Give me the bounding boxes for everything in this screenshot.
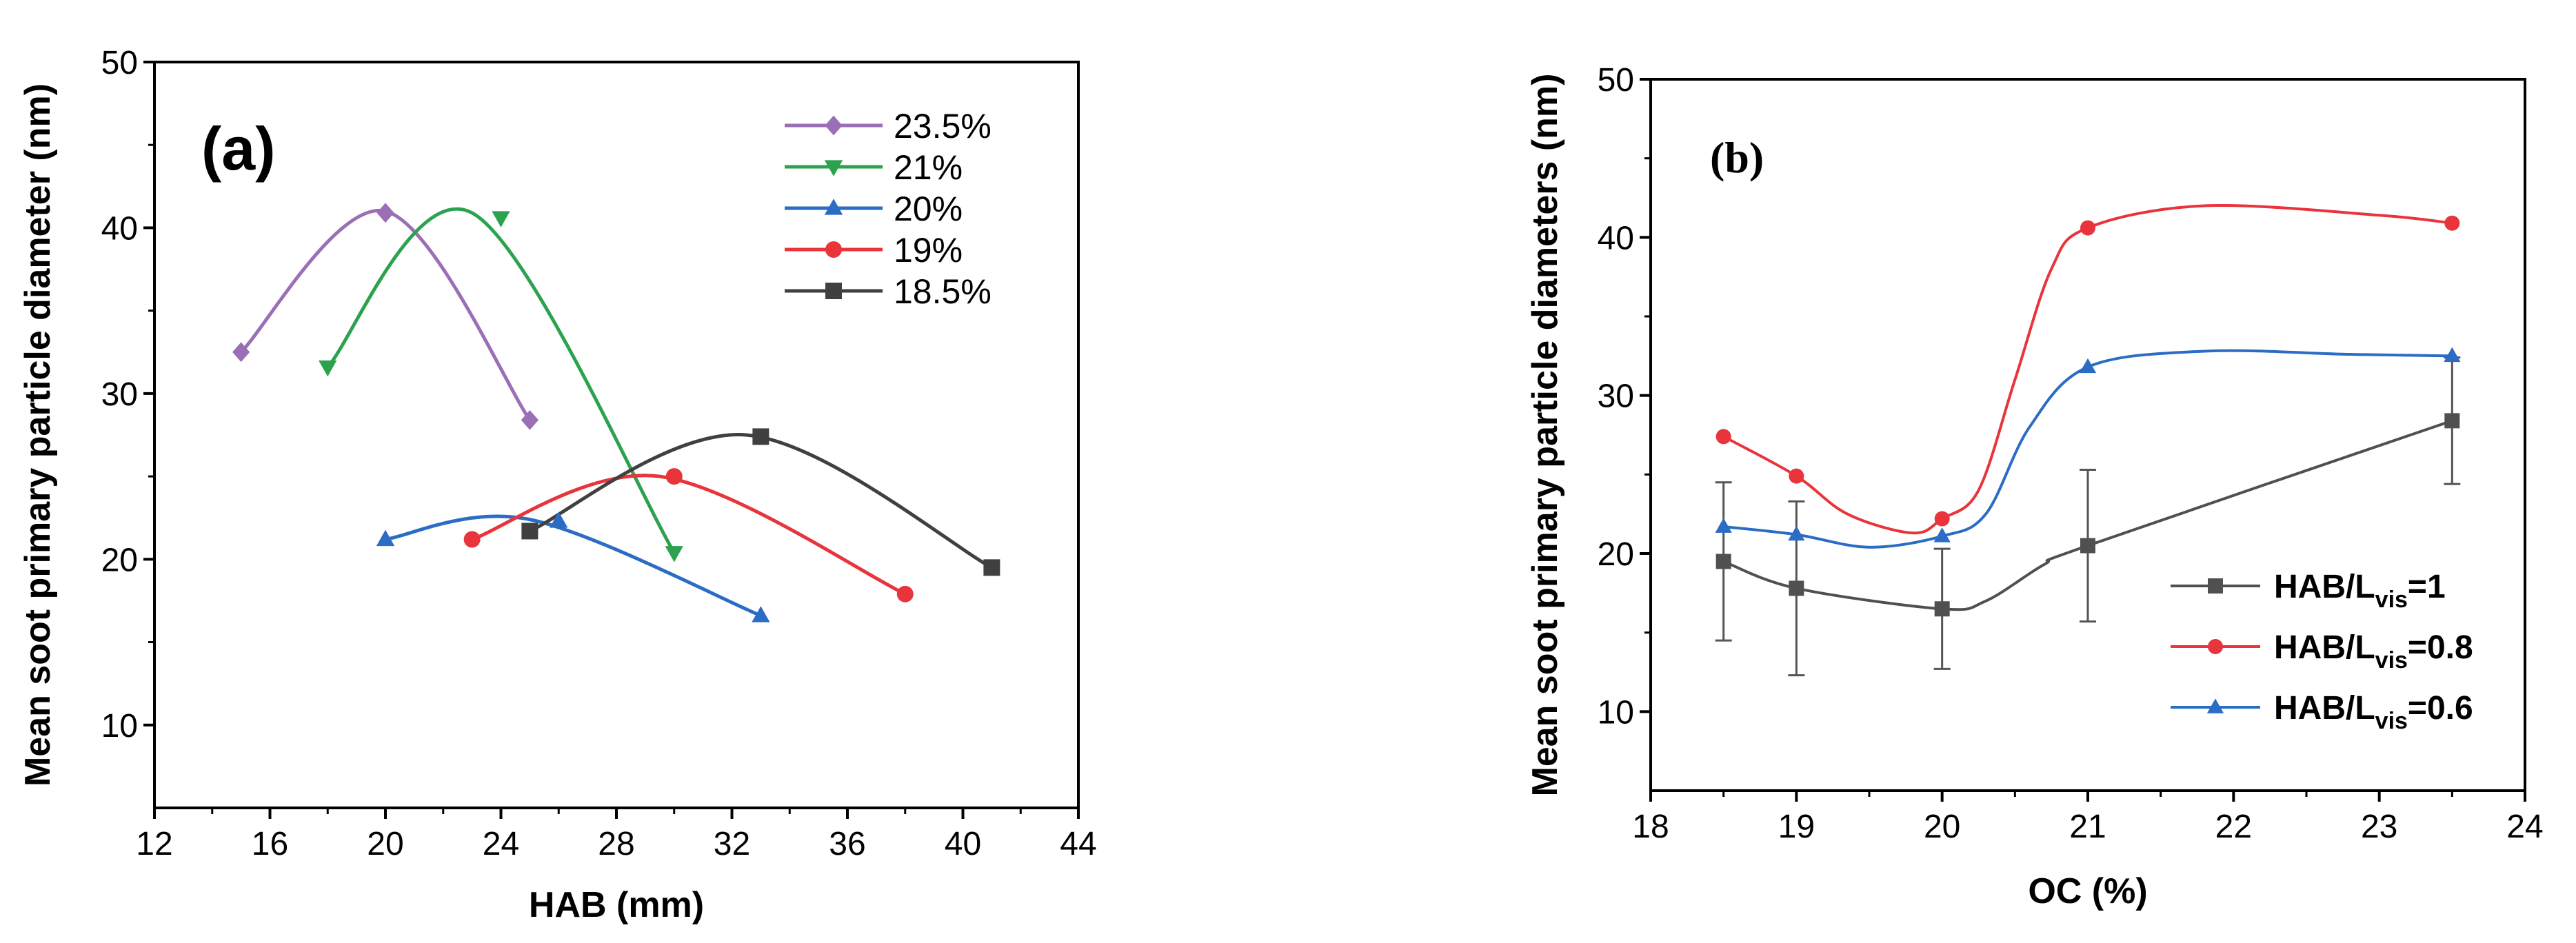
- x-tick-label-a: 36: [829, 826, 865, 862]
- data-point-18-5: [752, 428, 769, 445]
- y-tick-label-a: 40: [101, 210, 138, 247]
- legend-label-23-5: 23.5%: [894, 107, 992, 145]
- legend-label-19: 19%: [894, 231, 963, 270]
- curves-b: [1722, 204, 2453, 611]
- legend-marker-21: [824, 160, 843, 176]
- data-point-23-5: [521, 409, 539, 430]
- data-point-hab-lvis-0-8: [1715, 429, 1731, 445]
- x-tick-label-b: 22: [2215, 809, 2252, 845]
- data-point-hab-lvis-0-6: [1933, 527, 1951, 543]
- y-tick-label-a: 20: [101, 542, 138, 578]
- legend-marker-hab-lvis-1: [2208, 578, 2223, 594]
- y-tick-label-a: 50: [101, 45, 138, 81]
- legend-marker-23-5: [825, 115, 843, 136]
- x-tick-label-a: 28: [598, 826, 634, 862]
- x-tick-label-b: 19: [1778, 809, 1815, 845]
- y-tick-label-b: 30: [1598, 378, 1634, 415]
- data-point-23-5: [232, 342, 250, 363]
- chart-a: (a) HAB (mm) Mean soot primary particle …: [18, 45, 1097, 925]
- y-tick-label-a: 10: [101, 708, 138, 744]
- legend-marker-19: [825, 241, 842, 258]
- x-tick-label-b: 20: [1924, 809, 1960, 845]
- x-tick-label-a: 44: [1060, 826, 1096, 862]
- series-line-hab-lvis-0-6: [1723, 349, 2453, 549]
- y-tick-label-b: 10: [1598, 694, 1634, 731]
- data-point-hab-lvis-0-6: [1788, 525, 1805, 541]
- legend-label-21: 21%: [894, 148, 963, 187]
- data-point-hab-lvis-1: [1934, 601, 1950, 617]
- legend-b: HAB/Lvis=1 HAB/Lvis=0.8 HAB/Lvis=0.6: [2171, 569, 2473, 734]
- data-point-hab-lvis-0-8: [1934, 511, 1950, 527]
- panel-label-b: (b): [1710, 133, 1764, 182]
- series-line-hab-lvis-0-8: [1722, 204, 2453, 535]
- data-point-hab-lvis-0-8: [1789, 468, 1804, 484]
- data-point-hab-lvis-0-8: [2444, 215, 2460, 231]
- legend-label-hab-lvis-1: HAB/Lvis=1: [2274, 569, 2446, 613]
- y-axis-label-b: Mean soot primary particle diameters (nm…: [1525, 74, 1565, 797]
- data-point-23-5: [376, 203, 394, 223]
- axes-b: 18 19 20 21 22 23 24 10 20 30 40 50: [1598, 62, 2544, 845]
- x-tick-label-b: 24: [2506, 809, 2543, 845]
- series-line-23-5: [239, 208, 532, 421]
- data-point-hab-lvis-0-6: [1715, 518, 1732, 533]
- markers-b: [1715, 215, 2461, 617]
- plot-area-b: [1649, 78, 2526, 792]
- data-point-21: [319, 360, 337, 377]
- y-tick-label-a: 30: [101, 376, 138, 413]
- x-tick-label-a: 32: [714, 826, 750, 862]
- x-tick-label-a: 16: [252, 826, 288, 862]
- y-tick-label-b: 20: [1598, 536, 1634, 573]
- data-point-hab-lvis-1: [2444, 413, 2460, 429]
- errorbars-b: [1715, 356, 2461, 677]
- data-point-20: [752, 606, 770, 622]
- panel-label-a: (a): [201, 114, 276, 183]
- series-line-19: [471, 474, 906, 596]
- legend-label-20: 20%: [894, 190, 963, 228]
- markers-a: [232, 203, 1000, 622]
- x-tick-label-a: 24: [483, 826, 519, 862]
- data-point-hab-lvis-1: [1715, 554, 1731, 569]
- data-point-hab-lvis-0-6: [2079, 358, 2097, 374]
- x-tick-label-a: 40: [945, 826, 981, 862]
- curves-a: [239, 207, 993, 618]
- legend-label-hab-lvis-0-6: HAB/Lvis=0.6: [2274, 690, 2473, 734]
- legend-marker-18-5: [825, 283, 842, 299]
- legend-marker-hab-lvis-0-8: [2208, 639, 2223, 654]
- series-line-hab-lvis-1: [1722, 419, 2453, 611]
- y-tick-label-b: 50: [1598, 62, 1634, 99]
- y-axis-label-a: Mean soot primary particle diameter (nm): [18, 83, 58, 787]
- data-point-hab-lvis-1: [2080, 538, 2095, 554]
- data-point-20: [550, 511, 568, 528]
- data-point-20: [376, 529, 395, 547]
- data-point-19: [896, 585, 914, 602]
- legend-marker-hab-lvis-0-6: [2206, 698, 2224, 713]
- series-line-20: [385, 514, 762, 618]
- legend-marker-20: [824, 199, 843, 215]
- x-axis-label-a: HAB (mm): [529, 885, 704, 925]
- data-point-21: [492, 211, 510, 227]
- series-line-21: [326, 207, 676, 554]
- x-tick-label-b: 18: [1632, 809, 1669, 845]
- legend-label-18-5: 18.5%: [894, 272, 992, 311]
- x-tick-label-a: 12: [136, 826, 172, 862]
- data-point-18-5: [521, 523, 539, 540]
- data-point-hab-lvis-0-6: [2444, 347, 2461, 363]
- axes-a: 12 16 20 24 28 32 36 40 44 10 20 30 40 50: [101, 45, 1097, 862]
- x-tick-label-b: 23: [2361, 809, 2397, 845]
- data-point-hab-lvis-1: [1789, 580, 1804, 596]
- x-tick-label-b: 21: [2069, 809, 2106, 845]
- data-point-19: [665, 468, 683, 485]
- data-point-18-5: [983, 559, 1000, 576]
- x-axis-label-b: OC (%): [2028, 871, 2147, 911]
- data-point-21: [665, 546, 683, 562]
- chart-b: (b) OC (%) Mean soot primary particle di…: [1525, 62, 2544, 911]
- data-point-hab-lvis-0-8: [2080, 220, 2095, 236]
- y-tick-label-b: 40: [1598, 220, 1634, 256]
- series-line-18-5: [529, 433, 993, 569]
- data-point-19: [463, 531, 481, 548]
- x-tick-label-a: 20: [367, 826, 403, 862]
- legend-label-hab-lvis-0-8: HAB/Lvis=0.8: [2274, 629, 2473, 673]
- legend-a: 23.5%21%20%19%18.5%: [785, 107, 992, 311]
